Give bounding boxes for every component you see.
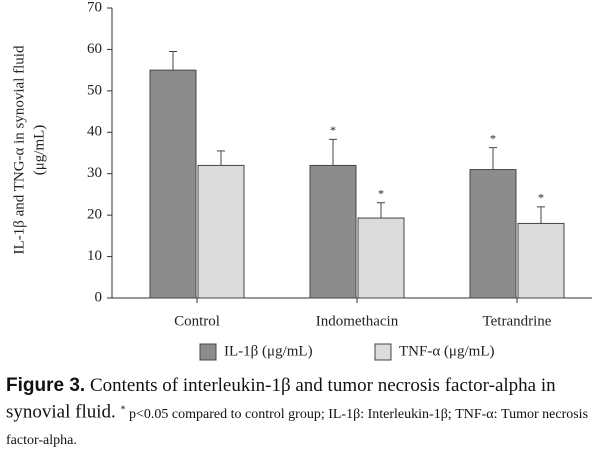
caption-label: Figure 3. [6,375,86,396]
legend-swatch [374,343,392,361]
note-mark: * [120,404,126,415]
caption-note: * p<0.05 compared to control group; IL-1… [6,404,589,448]
y-tick-label: 30 [87,165,102,181]
significance-mark: * [330,123,336,137]
bar [357,217,405,299]
caption: Figure 3. Contents of interleukin-1β and… [6,374,596,453]
chart: IL-1β and TNG-α in synovial fluid (μg/mL… [11,0,592,361]
significance-mark: * [490,131,496,145]
legend-swatch [199,343,217,361]
x-tick-label: Control [174,313,220,329]
bar [469,169,517,299]
y-tick-label: 50 [87,82,102,98]
y-tick-label: 20 [87,207,102,223]
x-tick-label: Tetrandrine [483,313,552,329]
y-axis-label: (μg/mL) [31,125,47,176]
significance-mark: * [538,191,544,205]
y-tick-label: 10 [87,248,102,264]
bar [309,164,357,299]
y-axis-label: IL-1β and TNG-α in synovial fluid [11,45,27,254]
bar [517,222,565,299]
y-tick-label: 0 [95,289,103,305]
significance-mark: * [378,186,384,200]
y-tick-label: 40 [87,124,102,140]
legend-label: IL-1β (μg/mL) [224,343,313,359]
y-tick-label: 60 [87,41,102,57]
note-text: p<0.05 compared to control group; IL-1β:… [6,406,589,448]
y-tick-label: 70 [87,0,102,15]
x-tick-label: Indomethacin [316,313,399,329]
bar [197,164,245,299]
bar [149,69,197,299]
legend-label: TNF-α (μg/mL) [399,343,494,359]
caption-title: Contents of interleukin-1β and tumor nec… [6,375,556,423]
